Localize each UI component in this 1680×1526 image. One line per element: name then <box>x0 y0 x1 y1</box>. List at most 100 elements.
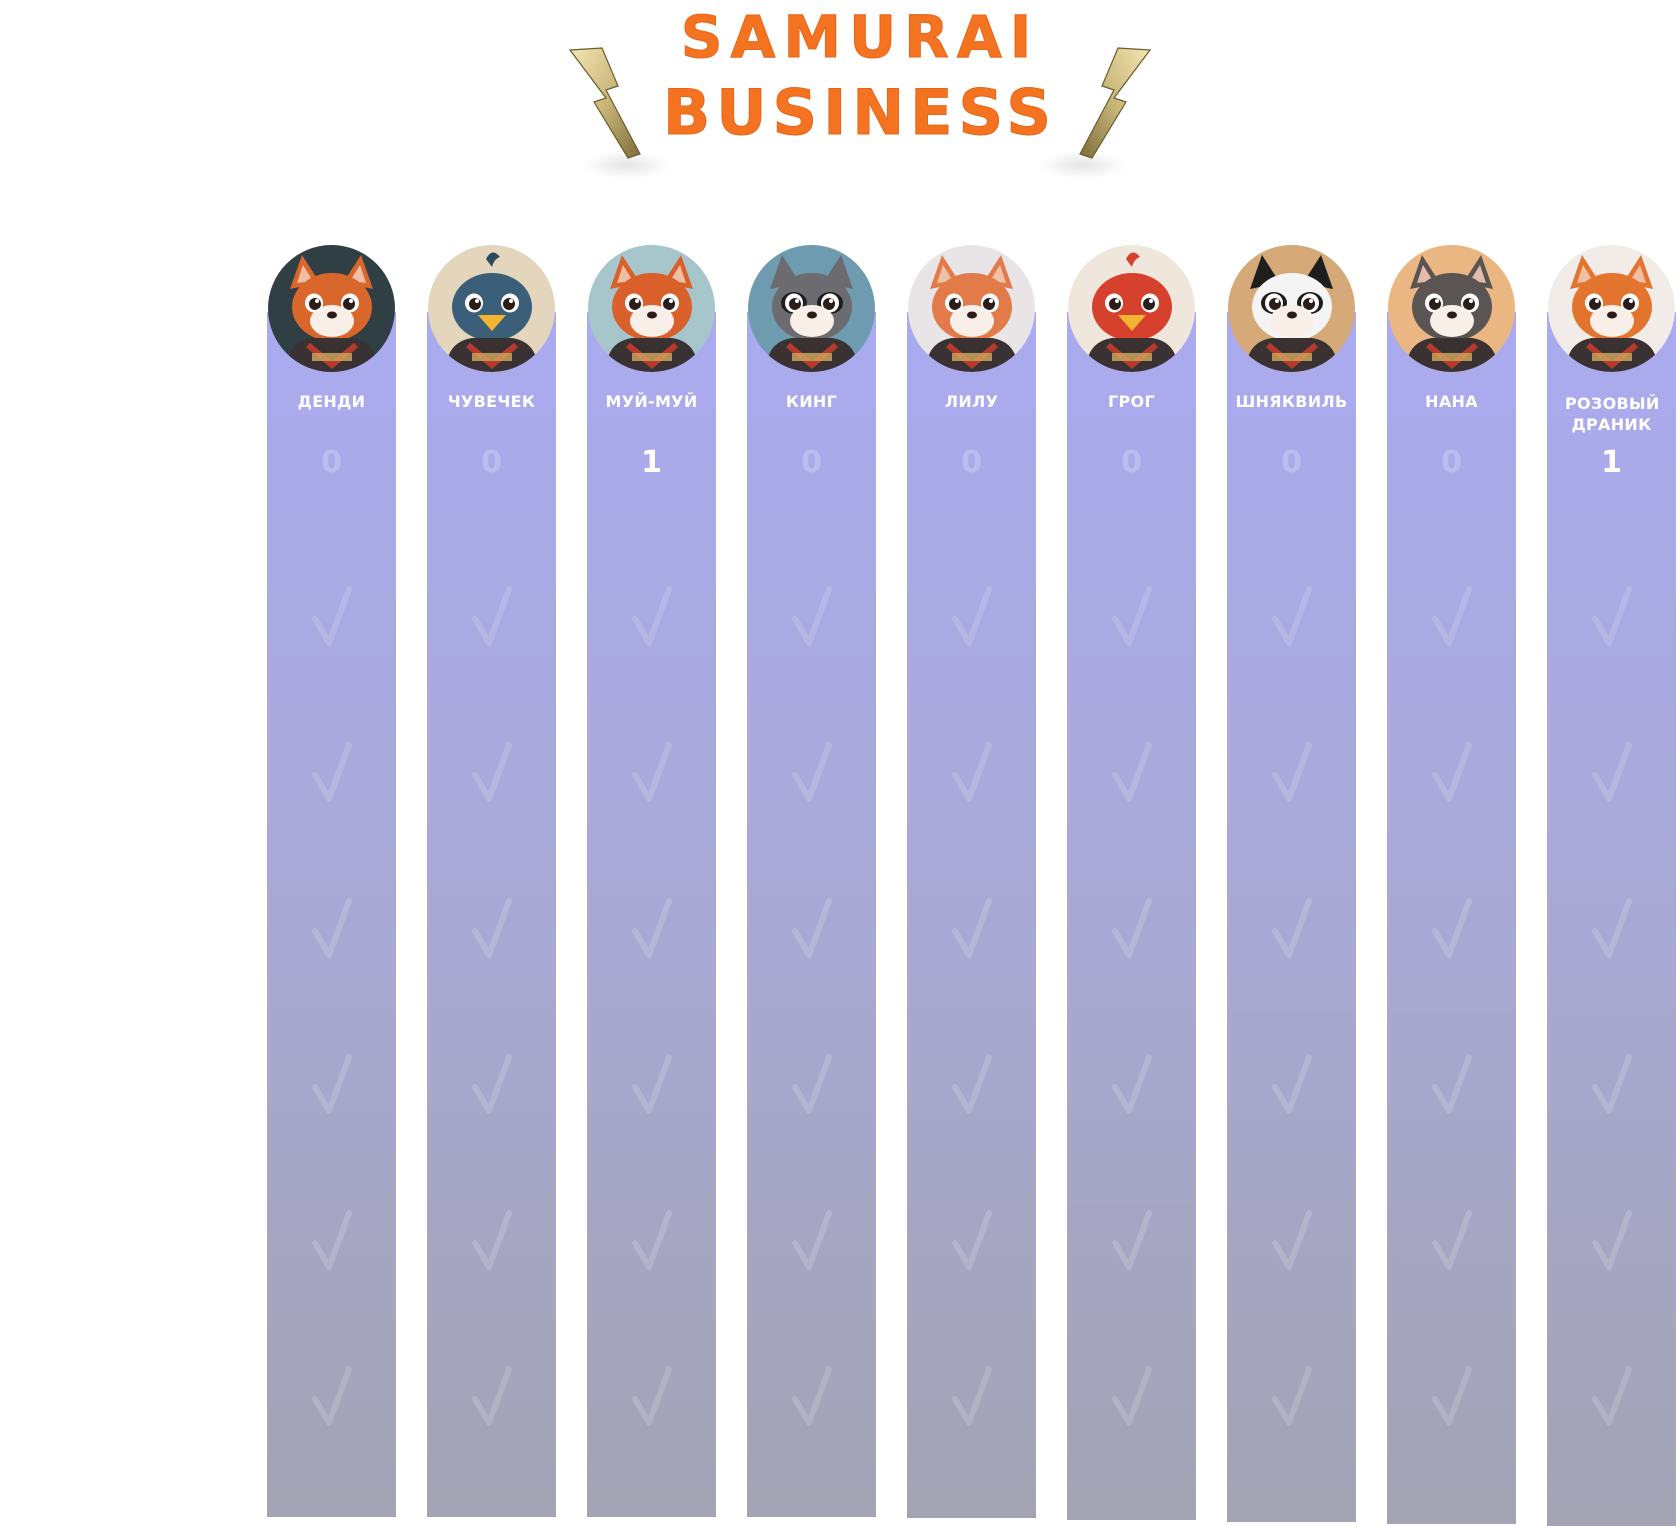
samurai-column: РОЗОВЫЙ ДРАНИК 1 <box>1547 245 1676 1526</box>
logo-line-samurai: Samurai <box>680 3 1040 71</box>
avatar-red-panda-samurai[interactable] <box>588 245 715 372</box>
column-bar <box>907 312 1036 1518</box>
samurai-column: ШНЯКВИЛЬ 0 <box>1227 245 1356 1522</box>
samurai-name: ШНЯКВИЛЬ <box>1235 392 1348 411</box>
samurai-name: ЛИЛУ <box>944 392 999 411</box>
check-mark-icon[interactable] <box>631 1365 673 1431</box>
check-mark-icon[interactable] <box>791 1053 833 1119</box>
check-mark-icon[interactable] <box>311 1209 353 1275</box>
samurai-column: МУЙ-МУЙ 1 <box>587 245 716 1517</box>
check-mark-icon[interactable] <box>791 1209 833 1275</box>
check-mark-icon[interactable] <box>1111 1053 1153 1119</box>
check-mark-icon[interactable] <box>951 1053 993 1119</box>
column-bar <box>1387 312 1516 1524</box>
samurai-score: 0 <box>961 445 982 480</box>
check-mark-icon[interactable] <box>311 1053 353 1119</box>
check-mark-icon[interactable] <box>311 897 353 963</box>
check-mark-icon[interactable] <box>311 585 353 651</box>
check-mark-icon[interactable] <box>631 1209 673 1275</box>
check-mark-icon[interactable] <box>1431 897 1473 963</box>
check-mark-icon[interactable] <box>1431 1209 1473 1275</box>
check-mark-icon[interactable] <box>1591 585 1633 651</box>
check-mark-icon[interactable] <box>631 1053 673 1119</box>
samurai-column: ЧУВЕЧЕК 0 <box>427 245 556 1517</box>
column-bar <box>1227 312 1356 1522</box>
samurai-name: МУЙ-МУЙ <box>605 392 698 411</box>
check-mark-icon[interactable] <box>951 1365 993 1431</box>
check-mark-icon[interactable] <box>791 897 833 963</box>
samurai-score: 0 <box>1121 445 1142 480</box>
check-mark-icon[interactable] <box>1111 897 1153 963</box>
check-mark-icon[interactable] <box>1271 585 1313 651</box>
samurai-score: 0 <box>481 445 502 480</box>
samurai-score: 1 <box>1601 445 1622 480</box>
avatar-fennec-samurai[interactable] <box>1388 245 1515 372</box>
check-mark-icon[interactable] <box>1271 1365 1313 1431</box>
samurai-column: НАНА 0 <box>1387 245 1516 1524</box>
check-mark-icon[interactable] <box>471 741 513 807</box>
column-bar <box>427 312 556 1517</box>
avatar-bird-samurai[interactable] <box>1068 245 1195 372</box>
samurai-name: ЧУВЕЧЕК <box>447 392 536 411</box>
samurai-score: 0 <box>801 445 822 480</box>
check-mark-icon[interactable] <box>951 1209 993 1275</box>
check-mark-icon[interactable] <box>471 1053 513 1119</box>
check-mark-icon[interactable] <box>311 1365 353 1431</box>
samurai-name: ДЕНДИ <box>297 392 366 411</box>
samurai-score: 0 <box>321 445 342 480</box>
check-mark-icon[interactable] <box>1591 1209 1633 1275</box>
check-mark-icon[interactable] <box>1271 741 1313 807</box>
column-bar <box>267 312 396 1517</box>
samurai-name: НАНА <box>1425 392 1478 411</box>
samurai-column: ДЕНДИ 0 <box>267 245 396 1517</box>
logo-line-business: Business <box>662 76 1058 149</box>
check-mark-icon[interactable] <box>791 741 833 807</box>
samurai-name: РОЗОВЫЙ ДРАНИК <box>1565 394 1660 434</box>
check-mark-icon[interactable] <box>471 585 513 651</box>
lightning-bolt-icon <box>568 46 648 166</box>
check-mark-icon[interactable] <box>1271 1053 1313 1119</box>
column-bar <box>1067 312 1196 1520</box>
avatar-raccoon-samurai[interactable] <box>748 245 875 372</box>
column-bar <box>587 312 716 1517</box>
samurai-name: ГРОГ <box>1108 392 1155 411</box>
samurai-score: 0 <box>1441 445 1462 480</box>
check-mark-icon[interactable] <box>311 741 353 807</box>
check-mark-icon[interactable] <box>1111 585 1153 651</box>
avatar-penguin-samurai[interactable] <box>428 245 555 372</box>
avatar-fox-samurai[interactable] <box>268 245 395 372</box>
samurai-name: КИНГ <box>785 392 838 411</box>
check-mark-icon[interactable] <box>1431 1053 1473 1119</box>
check-mark-icon[interactable] <box>1111 1365 1153 1431</box>
check-mark-icon[interactable] <box>1111 1209 1153 1275</box>
check-mark-icon[interactable] <box>1271 897 1313 963</box>
samurai-column: КИНГ 0 <box>747 245 876 1517</box>
avatar-cat-samurai[interactable] <box>908 245 1035 372</box>
check-mark-icon[interactable] <box>791 585 833 651</box>
check-mark-icon[interactable] <box>951 897 993 963</box>
check-mark-icon[interactable] <box>1271 1209 1313 1275</box>
check-mark-icon[interactable] <box>1431 585 1473 651</box>
check-mark-icon[interactable] <box>1431 741 1473 807</box>
check-mark-icon[interactable] <box>1431 1365 1473 1431</box>
check-mark-icon[interactable] <box>471 1365 513 1431</box>
check-mark-icon[interactable] <box>631 585 673 651</box>
check-mark-icon[interactable] <box>471 1209 513 1275</box>
check-mark-icon[interactable] <box>791 1365 833 1431</box>
check-mark-icon[interactable] <box>951 741 993 807</box>
lightning-bolt-icon <box>1072 46 1152 166</box>
check-mark-icon[interactable] <box>631 741 673 807</box>
avatar-panda-samurai[interactable] <box>1228 245 1355 372</box>
check-mark-icon[interactable] <box>631 897 673 963</box>
check-mark-icon[interactable] <box>1591 897 1633 963</box>
check-mark-icon[interactable] <box>1111 741 1153 807</box>
check-mark-icon[interactable] <box>951 585 993 651</box>
check-mark-icon[interactable] <box>1591 1365 1633 1431</box>
check-mark-icon[interactable] <box>471 897 513 963</box>
samurai-score: 0 <box>1281 445 1302 480</box>
check-mark-icon[interactable] <box>1591 741 1633 807</box>
column-bar <box>1547 312 1676 1526</box>
avatar-fox-kid-samurai[interactable] <box>1548 245 1675 372</box>
check-mark-icon[interactable] <box>1591 1053 1633 1119</box>
samurai-column: ЛИЛУ 0 <box>907 245 1036 1518</box>
